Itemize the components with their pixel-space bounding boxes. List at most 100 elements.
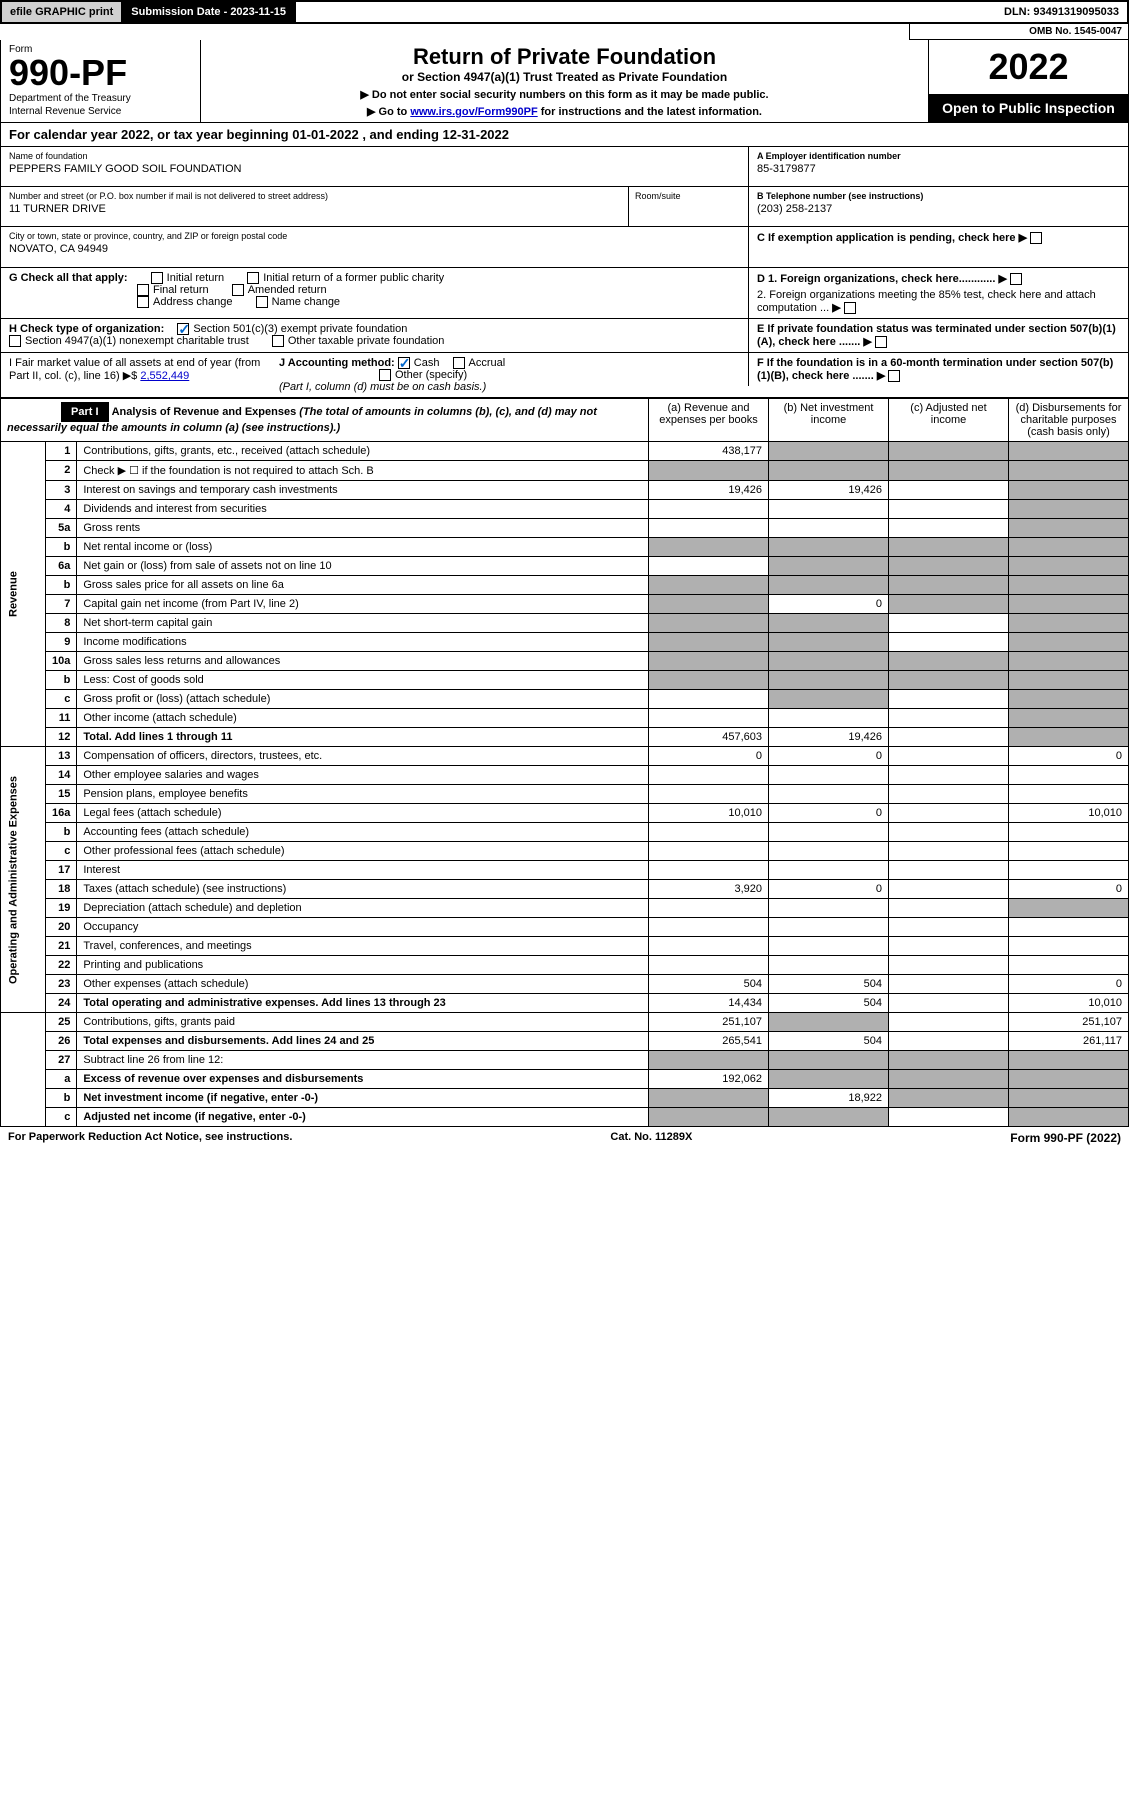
table-row: 21Travel, conferences, and meetings: [1, 937, 1129, 956]
omb-number: OMB No. 1545-0047: [909, 24, 1129, 40]
open-to-public: Open to Public Inspection: [929, 94, 1128, 122]
chk-initial-former[interactable]: [247, 272, 259, 284]
chk-cash[interactable]: [398, 357, 410, 369]
form-title: Return of Private Foundation: [211, 44, 918, 70]
chk-d2[interactable]: [844, 302, 856, 314]
chk-e[interactable]: [875, 336, 887, 348]
foundation-name-cell: Name of foundation PEPPERS FAMILY GOOD S…: [1, 147, 748, 187]
dept-irs: Internal Revenue Service: [9, 106, 192, 117]
table-row: aExcess of revenue over expenses and dis…: [1, 1070, 1129, 1089]
phone-value: (203) 258-2137: [757, 203, 1120, 215]
table-row: bNet investment income (if negative, ent…: [1, 1089, 1129, 1108]
paperwork-notice: For Paperwork Reduction Act Notice, see …: [8, 1131, 292, 1145]
table-row: Revenue 1Contributions, gifts, grants, e…: [1, 442, 1129, 461]
chk-addr-change[interactable]: [137, 296, 149, 308]
chk-amended[interactable]: [232, 284, 244, 296]
c-checkbox[interactable]: [1030, 232, 1042, 244]
chk-final[interactable]: [137, 284, 149, 296]
j-note: (Part I, column (d) must be on cash basi…: [279, 381, 486, 393]
foundation-name: PEPPERS FAMILY GOOD SOIL FOUNDATION: [9, 163, 740, 175]
e-label: E If private foundation status was termi…: [757, 323, 1116, 348]
table-row: bGross sales price for all assets on lin…: [1, 576, 1129, 595]
part1-label: Part I: [61, 402, 109, 422]
info-block: Name of foundation PEPPERS FAMILY GOOD S…: [0, 147, 1129, 268]
form-subtitle: or Section 4947(a)(1) Trust Treated as P…: [211, 70, 918, 84]
chk-other-method[interactable]: [379, 369, 391, 381]
table-row: 14Other employee salaries and wages: [1, 766, 1129, 785]
city-cell: City or town, state or province, country…: [1, 227, 748, 267]
table-row: cGross profit or (loss) (attach schedule…: [1, 690, 1129, 709]
submission-date: Submission Date - 2023-11-15: [123, 2, 296, 22]
chk-f[interactable]: [888, 370, 900, 382]
table-row: 9Income modifications: [1, 633, 1129, 652]
page-footer: For Paperwork Reduction Act Notice, see …: [0, 1127, 1129, 1149]
form-number: 990-PF: [9, 55, 192, 91]
table-row: 3Interest on savings and temporary cash …: [1, 481, 1129, 500]
chk-501c3[interactable]: [177, 323, 189, 335]
form-header: Form 990-PF Department of the Treasury I…: [0, 40, 1129, 123]
j-label: J Accounting method:: [279, 357, 395, 369]
table-row: 22Printing and publications: [1, 956, 1129, 975]
chk-name-change[interactable]: [256, 296, 268, 308]
tax-year: 2022: [929, 40, 1128, 94]
f-label: F If the foundation is in a 60-month ter…: [757, 357, 1113, 382]
street-address: 11 TURNER DRIVE: [9, 203, 622, 215]
d1-label: D 1. Foreign organizations, check here..…: [757, 273, 995, 285]
table-row: 6aNet gain or (loss) from sale of assets…: [1, 557, 1129, 576]
chk-d1[interactable]: [1010, 273, 1022, 285]
table-row: 24Total operating and administrative exp…: [1, 994, 1129, 1013]
table-row: 19Depreciation (attach schedule) and dep…: [1, 899, 1129, 918]
form990pf-link[interactable]: www.irs.gov/Form990PF: [410, 106, 537, 118]
part1-table: Part I Analysis of Revenue and Expenses …: [0, 398, 1129, 1127]
dln: DLN: 93491319095033: [996, 2, 1127, 22]
catalog-number: Cat. No. 11289X: [610, 1131, 692, 1145]
top-bar: efile GRAPHIC print Submission Date - 20…: [0, 0, 1129, 24]
table-row: 12Total. Add lines 1 through 11457,60319…: [1, 728, 1129, 747]
table-row: 8Net short-term capital gain: [1, 614, 1129, 633]
ein-value: 85-3179877: [757, 163, 1120, 175]
i-label: I Fair market value of all assets at end…: [9, 357, 260, 382]
part1-title: Analysis of Revenue and Expenses: [112, 406, 297, 418]
table-row: 23Other expenses (attach schedule)504504…: [1, 975, 1129, 994]
table-row: 16aLegal fees (attach schedule)10,010010…: [1, 804, 1129, 823]
row-h-e: H Check type of organization: Section 50…: [0, 319, 1129, 353]
table-row: cOther professional fees (attach schedul…: [1, 842, 1129, 861]
table-row: Operating and Administrative Expenses 13…: [1, 747, 1129, 766]
table-row: 5aGross rents: [1, 519, 1129, 538]
row-i-j-f: I Fair market value of all assets at end…: [0, 353, 1129, 398]
d2-label: 2. Foreign organizations meeting the 85%…: [757, 289, 1096, 314]
side-revenue: Revenue: [1, 442, 46, 747]
form-reference: Form 990-PF (2022): [1010, 1131, 1121, 1145]
table-row: 20Occupancy: [1, 918, 1129, 937]
table-row: 11Other income (attach schedule): [1, 709, 1129, 728]
table-row: 27Subtract line 26 from line 12:: [1, 1051, 1129, 1070]
phone-cell: B Telephone number (see instructions) (2…: [749, 187, 1128, 227]
fmv-value[interactable]: 2,552,449: [140, 370, 189, 382]
address-cell: Number and street (or P.O. box number if…: [1, 187, 748, 227]
chk-4947[interactable]: [9, 335, 21, 347]
table-row: 15Pension plans, employee benefits: [1, 785, 1129, 804]
chk-other-taxable[interactable]: [272, 335, 284, 347]
table-row: bNet rental income or (loss): [1, 538, 1129, 557]
g-label: G Check all that apply:: [9, 272, 128, 284]
col-c-header: (c) Adjusted net income: [889, 399, 1009, 442]
col-a-header: (a) Revenue and expenses per books: [649, 399, 769, 442]
efile-label[interactable]: efile GRAPHIC print: [2, 2, 123, 22]
table-row: 17Interest: [1, 861, 1129, 880]
table-row: bLess: Cost of goods sold: [1, 671, 1129, 690]
chk-initial[interactable]: [151, 272, 163, 284]
chk-accrual[interactable]: [453, 357, 465, 369]
room-suite-label: Room/suite: [635, 191, 742, 201]
calendar-year-row: For calendar year 2022, or tax year begi…: [0, 123, 1129, 147]
c-exemption-cell: C If exemption application is pending, c…: [749, 227, 1128, 267]
table-row: 10aGross sales less returns and allowanc…: [1, 652, 1129, 671]
col-d-header: (d) Disbursements for charitable purpose…: [1009, 399, 1129, 442]
table-row: 4Dividends and interest from securities: [1, 500, 1129, 519]
table-row: 18Taxes (attach schedule) (see instructi…: [1, 880, 1129, 899]
table-row: 26Total expenses and disbursements. Add …: [1, 1032, 1129, 1051]
h-label: H Check type of organization:: [9, 323, 164, 335]
dept-treasury: Department of the Treasury: [9, 93, 192, 104]
instr-ssn: ▶ Do not enter social security numbers o…: [211, 88, 918, 101]
table-row: bAccounting fees (attach schedule): [1, 823, 1129, 842]
table-row: 7Capital gain net income (from Part IV, …: [1, 595, 1129, 614]
